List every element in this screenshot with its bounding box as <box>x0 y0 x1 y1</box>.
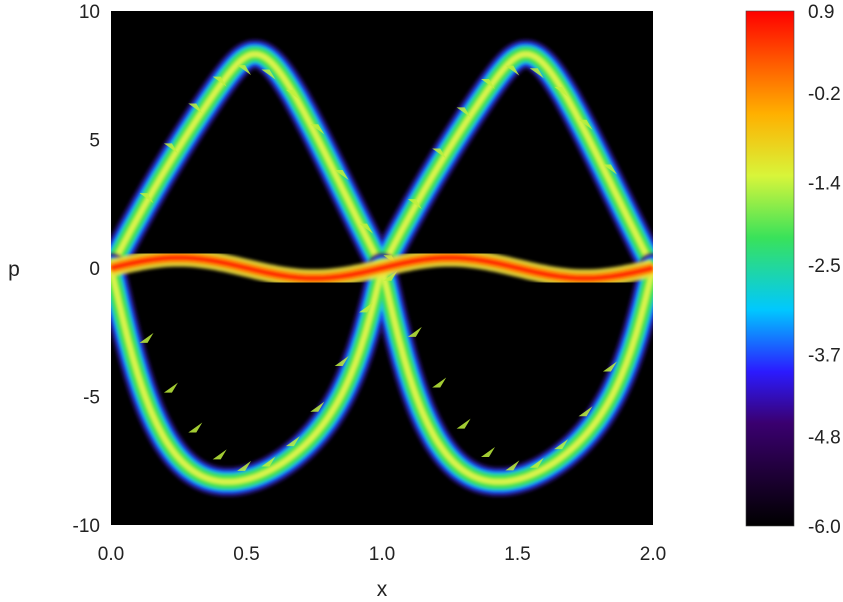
filament-spike <box>529 68 544 79</box>
colorbar <box>745 10 795 527</box>
filament-spike <box>480 447 495 458</box>
y-tick-label: -10 <box>73 516 100 537</box>
filament-spike <box>505 65 520 76</box>
y-tick-label: 0 <box>89 259 100 280</box>
filament-spike <box>432 148 447 159</box>
y-tick-label: 10 <box>79 2 100 23</box>
filament-spike <box>554 439 569 450</box>
filament-spike <box>480 78 495 89</box>
filament-spike <box>456 107 471 118</box>
colorbar-tick-label: -6.0 <box>808 517 841 538</box>
filament-spike <box>285 436 300 447</box>
filament-spike <box>139 332 154 343</box>
filament-spike <box>285 89 300 100</box>
colorbar-tick-label: -1.4 <box>808 174 841 195</box>
filament-spike <box>407 326 422 337</box>
colorbar-tick-label: -3.7 <box>808 345 841 366</box>
filament-spike <box>359 223 374 234</box>
filament-spike <box>602 361 617 372</box>
filament-spike <box>163 143 178 154</box>
y-tick-label: -5 <box>83 388 100 409</box>
colorbar-tick-label: 0.9 <box>808 2 834 23</box>
filament-spike <box>188 422 203 433</box>
filament-spike <box>139 193 154 204</box>
filament-spike <box>432 377 447 388</box>
filament-spike <box>602 164 617 175</box>
colorbar-tick-label: -0.2 <box>808 84 841 105</box>
filament-spike <box>237 65 252 76</box>
filament-spike <box>261 69 276 80</box>
filament-spike <box>310 124 325 135</box>
x-tick-label: 2.0 <box>640 544 666 565</box>
filament-spike <box>359 302 374 313</box>
filament-spike <box>505 460 520 471</box>
filament-spike <box>212 76 227 87</box>
y-tick-label: 5 <box>89 131 100 152</box>
filament-spike <box>529 457 544 468</box>
filament-spike <box>334 355 349 366</box>
filament-spike <box>310 401 325 412</box>
y-tick-labels: 10 5 0 -5 -10 <box>73 2 100 537</box>
filament-spike <box>188 103 203 114</box>
filament-spike <box>334 170 349 181</box>
x-tick-labels: 0.0 0.5 1.0 1.5 2.0 <box>98 544 666 565</box>
colorbar-tick-labels: 0.9 -0.2 -1.4 -2.5 -3.7 -4.8 -6.0 <box>808 2 841 538</box>
filament-spike <box>237 460 252 471</box>
filament-spike <box>456 418 471 429</box>
filament-spike <box>578 119 593 130</box>
filament-spike <box>407 199 422 210</box>
y-axis-label: p <box>8 258 20 281</box>
filament-spike <box>212 449 227 460</box>
colorbar-tick-label: -2.5 <box>808 256 841 277</box>
x-tick-label: 0.5 <box>233 544 259 565</box>
filament-spike <box>261 456 276 467</box>
colorbar-tick-label: -4.8 <box>808 427 841 448</box>
central-band <box>111 255 653 281</box>
x-tick-label: 1.5 <box>504 544 530 565</box>
filament-spike <box>554 86 569 97</box>
heatmap-field <box>111 39 653 497</box>
x-tick-label: 1.0 <box>369 544 395 565</box>
filament-spike <box>163 382 178 393</box>
x-axis-label: x <box>377 578 388 601</box>
x-tick-label: 0.0 <box>98 544 124 565</box>
filament-spike <box>578 406 593 417</box>
